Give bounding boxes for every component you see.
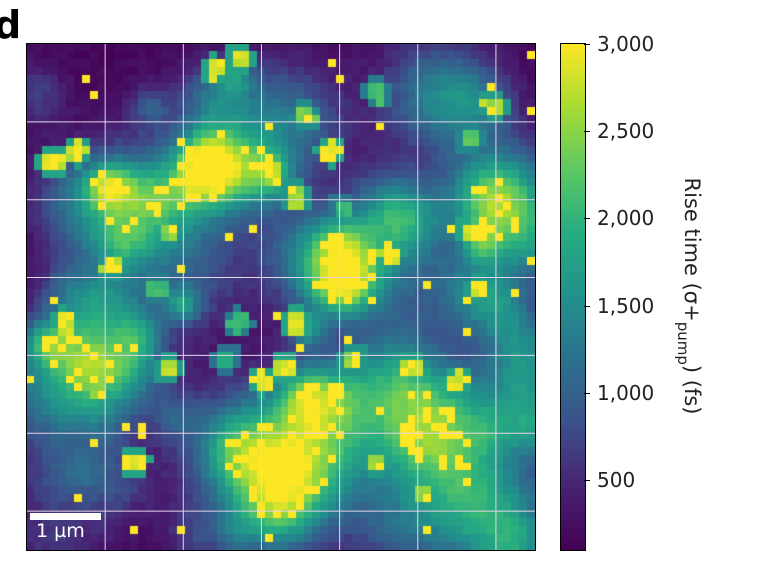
colorbar-tick bbox=[584, 392, 590, 394]
panel-label: d bbox=[0, 3, 22, 47]
heatmap-gridlines bbox=[27, 44, 535, 550]
colorbar-tick bbox=[584, 131, 590, 133]
heatmap-canvas bbox=[27, 44, 535, 550]
colorbar-tick-label: 2,000 bbox=[597, 206, 655, 231]
colorbar-tick bbox=[584, 44, 590, 45]
colorbar-axis-label: Rise time (σ+pump) (fs) bbox=[674, 177, 704, 415]
colorbar-tick bbox=[584, 480, 590, 482]
colorbar-tick-label: 3,000 bbox=[597, 32, 655, 56]
scale-bar bbox=[30, 513, 101, 520]
colorbar bbox=[560, 43, 586, 551]
colorbar-tick bbox=[584, 305, 590, 307]
rise-time-heatmap bbox=[26, 43, 536, 551]
colorbar-tick-label: 500 bbox=[597, 468, 636, 493]
colorbar-gradient bbox=[561, 44, 585, 550]
colorbar-tick-label: 2,500 bbox=[597, 119, 655, 144]
colorbar-tick bbox=[584, 218, 590, 220]
colorbar-tick-label: 1,500 bbox=[597, 293, 655, 318]
scale-bar-label: 1 µm bbox=[36, 520, 85, 542]
colorbar-tick-label: 1,000 bbox=[597, 380, 655, 405]
